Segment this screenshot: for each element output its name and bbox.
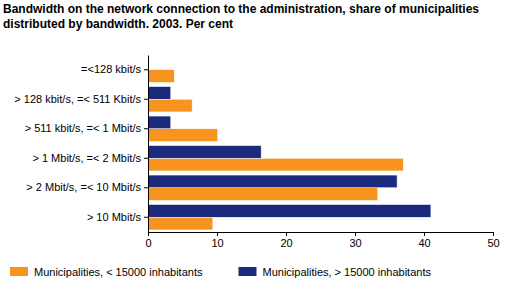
y-tick-label: =<128 kbit/s <box>81 63 141 75</box>
x-tick-label: 20 <box>280 237 292 249</box>
bar <box>148 146 261 159</box>
x-tick: 50 <box>487 232 499 249</box>
x-tick-mark <box>424 232 425 236</box>
x-axis-line <box>149 232 494 233</box>
y-tick-mark <box>144 187 148 188</box>
y-tick-mark <box>144 99 148 100</box>
x-tick: 30 <box>349 232 361 249</box>
bar <box>148 129 218 142</box>
y-axis-line <box>148 56 149 233</box>
x-tick: 10 <box>211 232 223 249</box>
bar <box>148 158 403 171</box>
x-tick: 0 <box>145 232 151 249</box>
y-tick-mark <box>144 69 148 70</box>
bar <box>148 99 192 112</box>
bar <box>148 217 213 230</box>
bar <box>148 205 431 218</box>
x-tick-label: 40 <box>418 237 430 249</box>
y-tick-label: > 10 Mbit/s <box>87 211 142 223</box>
chart-title: Bandwidth on the network connection to t… <box>3 2 479 31</box>
bar <box>148 188 378 201</box>
legend-swatch <box>238 267 256 276</box>
y-tick: > 511 kbit/s, =< 1 Mbit/s <box>25 122 148 134</box>
x-tick-mark <box>355 232 356 236</box>
y-tick-label: > 511 kbit/s, =< 1 Mbit/s <box>25 122 142 134</box>
bar <box>148 70 174 83</box>
bar <box>148 175 397 188</box>
x-tick-mark <box>286 232 287 236</box>
legend-swatch <box>10 267 28 276</box>
y-tick-label: > 128 kbit/s, =< 511 Kbit/s <box>14 93 141 105</box>
legend-label: Municipalities, > 15000 inhabitants <box>262 266 431 278</box>
x-tick-label: 30 <box>349 237 361 249</box>
y-tick: > 10 Mbit/s <box>87 211 148 223</box>
x-tick-mark <box>148 232 149 236</box>
x-tick-label: 10 <box>211 237 223 249</box>
y-tick-mark <box>144 217 148 218</box>
x-tick-label: 50 <box>487 237 499 249</box>
bar <box>148 116 171 129</box>
y-tick-label: > 2 Mbit/s, =< 10 Mbit/s <box>26 181 141 193</box>
x-tick-mark <box>493 232 494 236</box>
y-tick: =<128 kbit/s <box>81 63 148 75</box>
y-tick-mark <box>144 158 148 159</box>
bar <box>148 87 171 100</box>
y-tick: > 2 Mbit/s, =< 10 Mbit/s <box>26 181 148 193</box>
bars <box>148 70 431 230</box>
x-tick-label: 0 <box>145 237 151 249</box>
y-tick-label: > 1 Mbit/s, =< 2 Mbit/s <box>32 152 141 164</box>
x-tick-mark <box>217 232 218 236</box>
legend-label: Municipalities, < 15000 inhabitants <box>34 266 203 278</box>
legend: Municipalities, < 15000 inhabitants Munic… <box>10 266 431 278</box>
y-tick-mark <box>144 128 148 129</box>
y-tick: > 1 Mbit/s, =< 2 Mbit/s <box>32 152 148 164</box>
y-tick: > 128 kbit/s, =< 511 Kbit/s <box>14 93 148 105</box>
x-tick: 40 <box>418 232 430 249</box>
x-tick: 20 <box>280 232 292 249</box>
